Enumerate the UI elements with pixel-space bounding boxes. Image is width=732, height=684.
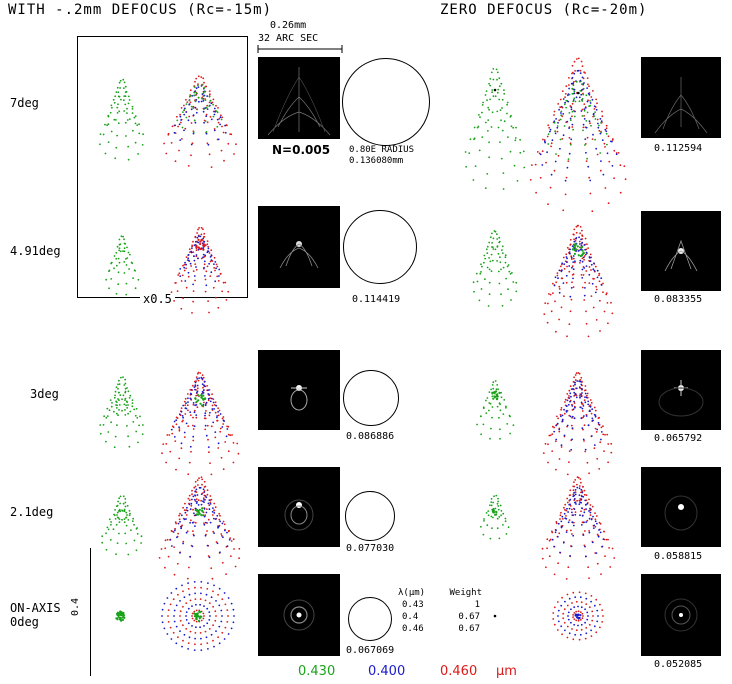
n-label: N=0.005 bbox=[272, 143, 331, 157]
radius-circle-21deg bbox=[345, 491, 395, 541]
left-value-21deg: 0.077030 bbox=[346, 543, 395, 554]
row-label-onaxis: ON-AXIS bbox=[10, 601, 61, 615]
weights-row: 0.46 0.67 bbox=[398, 622, 482, 634]
radius-value: 0.136080mm bbox=[349, 156, 404, 166]
weights-weight: 1 bbox=[474, 600, 480, 610]
row-label-0deg: 0deg bbox=[10, 615, 39, 629]
weights-row: 0.4 0.67 bbox=[398, 610, 482, 622]
weights-table: λ(μm) Weight 0.43 1 0.4 0.67 0.46 0.67 bbox=[398, 588, 482, 634]
psf-left-0deg-pattern bbox=[283, 599, 315, 631]
right-value-0deg: 0.052085 bbox=[654, 659, 703, 670]
weights-row: 0.43 1 bbox=[398, 598, 482, 610]
left-value-3deg: 0.086886 bbox=[346, 431, 395, 442]
box-factor-label: x0.5 bbox=[140, 292, 175, 306]
vertical-scale-line bbox=[90, 548, 91, 676]
psf-left-21deg-pattern bbox=[284, 499, 314, 531]
left-title: WITH -.2mm DEFOCUS (Rc=-15m) bbox=[8, 2, 273, 18]
weights-wavelength: 0.43 bbox=[402, 600, 424, 610]
psf-right-3deg-pattern bbox=[658, 380, 704, 417]
row-label-3deg: 3deg bbox=[30, 387, 59, 401]
weights-header-weight: Weight bbox=[449, 588, 482, 598]
right-value-7deg: 0.112594 bbox=[654, 143, 703, 154]
radius-circle-3deg bbox=[343, 370, 399, 426]
psf-right-21deg-pattern bbox=[664, 495, 698, 531]
legend-blue: 0.400 bbox=[368, 664, 406, 679]
psf-right-7deg-pattern bbox=[654, 77, 708, 134]
legend-red: 0.460 bbox=[440, 664, 478, 679]
radius-circle-0deg bbox=[348, 597, 392, 641]
psf-left-7deg-pattern bbox=[267, 67, 331, 136]
scale-arcsec: 32 ARC SEC bbox=[258, 33, 319, 44]
weights-header-lambda: λ(μm) bbox=[398, 588, 426, 598]
right-value-21deg: 0.058815 bbox=[654, 551, 703, 562]
right-title: ZERO DEFOCUS (Rc=-20m) bbox=[440, 2, 648, 18]
row-label-491deg: 4.91deg bbox=[10, 244, 61, 258]
right-value-3deg: 0.065792 bbox=[654, 433, 703, 444]
radius-circle-7deg bbox=[342, 58, 430, 146]
psf-right-491deg-pattern bbox=[664, 239, 698, 272]
psf-right-0deg-pattern bbox=[664, 598, 698, 632]
scale-bar bbox=[257, 45, 343, 53]
weights-weight: 0.67 bbox=[458, 612, 480, 622]
right-value-491deg: 0.083355 bbox=[654, 294, 703, 305]
row-label-21deg: 2.1deg bbox=[10, 505, 54, 519]
row-label-7deg: 7deg bbox=[10, 96, 39, 110]
psf-left-491deg-pattern bbox=[279, 241, 319, 269]
psf-left-3deg-pattern bbox=[290, 385, 308, 411]
legend-unit: μm bbox=[496, 664, 517, 679]
left-value-0deg: 0.067069 bbox=[346, 645, 395, 656]
weights-weight: 0.67 bbox=[458, 624, 480, 634]
radius-circle-491deg bbox=[343, 210, 417, 284]
legend-green: 0.430 bbox=[298, 664, 336, 679]
weights-wavelength: 0.4 bbox=[402, 612, 419, 622]
left-value-491deg: 0.114419 bbox=[352, 294, 401, 305]
weights-wavelength: 0.46 bbox=[402, 624, 424, 634]
radius-label: 0.80E RADIUS bbox=[349, 145, 415, 155]
scale-mm: 0.26mm bbox=[270, 20, 307, 31]
